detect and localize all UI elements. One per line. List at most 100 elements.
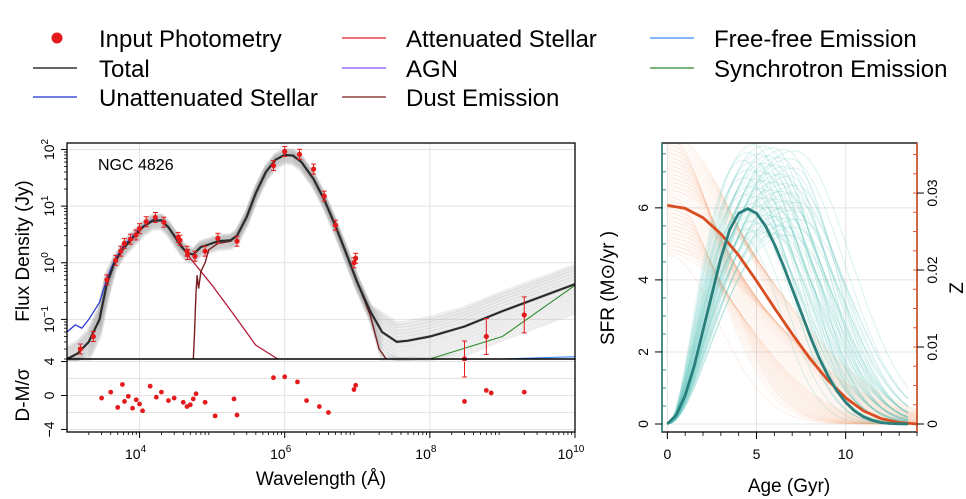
residual-point (159, 389, 164, 395)
sfr-sample-line (667, 212, 909, 425)
legend-label: Dust Emission (406, 85, 559, 112)
metallicity-sample-line (667, 182, 918, 413)
photometry-point (185, 248, 191, 260)
sfr-sample-line (667, 165, 909, 425)
photometry-point (121, 237, 127, 249)
sfr-tick-label: 0 (635, 420, 651, 428)
residual-point (271, 375, 276, 381)
synchrotron-emission-line (429, 284, 576, 360)
photometry-point (113, 254, 119, 266)
sfr-sample-line (667, 234, 909, 425)
residual-point (133, 397, 139, 403)
photometry-point (282, 146, 288, 158)
photometry-point (270, 160, 277, 172)
photometry-marker (353, 255, 359, 261)
sed-y-tick-label: 100 (40, 252, 57, 274)
metallicity-sample-line (667, 245, 918, 415)
sfr-sample-line (667, 231, 909, 425)
metallicity-sample-line (667, 229, 918, 418)
photometry-marker (177, 237, 183, 243)
sfr-sample-line (667, 208, 909, 425)
sfr-sample-line (667, 218, 909, 425)
metallicity-sample-line (667, 213, 918, 421)
sfh-best-fit-lines (666, 204, 918, 426)
photometry-marker (152, 214, 158, 221)
wavelength-tick-label: 1010 (558, 444, 585, 462)
sfr-sample-line (667, 226, 909, 425)
sfh-posterior-samples (666, 142, 918, 425)
metallicity-sample-line (667, 211, 917, 425)
metallicity-sample-line (667, 190, 918, 410)
sfr-sample-line (667, 184, 909, 425)
metallicity-sample-line (667, 184, 918, 424)
photometry-marker (133, 232, 139, 238)
photometry-point (202, 245, 208, 257)
sfr-sample-line (667, 172, 909, 425)
sfr-sample-line (667, 236, 909, 425)
sfr-sample-line (667, 214, 909, 425)
residual-point (122, 399, 127, 404)
photometry-marker (113, 257, 119, 264)
photometry-marker (521, 312, 527, 318)
residual-point (234, 412, 240, 418)
residual-point (304, 398, 309, 403)
photometry-marker (310, 166, 317, 172)
metallicity-sample-line (667, 161, 918, 418)
metallicity-sample-line (667, 202, 917, 425)
metallicity-sample-line (667, 217, 918, 420)
sed-photometry-points (77, 146, 527, 378)
legend-label: Synchrotron Emission (714, 56, 947, 83)
wavelength-tick-label: 104 (125, 444, 147, 462)
sfh-axes: 0 5 10 0 2 4 6 0 0.01 0.02 0.03 (635, 153, 940, 462)
sfr-sample-line (667, 198, 909, 425)
metallicity-sample-line (667, 149, 918, 420)
metallicity-sample-line (667, 221, 918, 420)
sfr-sample-line (667, 178, 909, 425)
sfr-sample-line (667, 209, 909, 425)
photometry-marker (296, 151, 303, 157)
legend-label: Total (99, 56, 150, 83)
wavelength-x-axis: 104 106 108 1010 (88, 432, 585, 462)
residual-point (231, 396, 237, 402)
photometry-point (353, 252, 359, 264)
sfr-sample-line (667, 223, 909, 425)
residual-point (171, 395, 177, 401)
photometry-marker (192, 253, 198, 259)
sed-y-tick-label: 101 (40, 195, 57, 217)
residual-point (153, 394, 159, 400)
sfr-sample-line (666, 159, 909, 425)
sfr-sample-line (666, 176, 909, 425)
galaxy-name-label: NGC 4826 (98, 157, 174, 174)
metallicity-sample-line (667, 143, 917, 425)
sfr-sample-line (667, 192, 909, 425)
sed-y-axis-label: Flux Density (Jy) (13, 180, 34, 321)
sfr-sample-line (667, 228, 909, 425)
legend-entry-dust-emission: Dust Emission (342, 85, 559, 112)
metallicity-sample-line (667, 237, 918, 417)
metallicity-sample-line (667, 142, 917, 425)
metallicity-sample-line (667, 219, 917, 425)
photometry-marker (118, 248, 124, 254)
residual-point (202, 399, 208, 405)
sfr-sample-line (667, 233, 909, 425)
legend-entry-total: Total (33, 56, 150, 83)
residual-y-axis-label: D-M/σ (13, 368, 34, 421)
sed-panel: 10−1 100 101 102 NGC 4826 Flux Density (Jy) (13, 138, 576, 378)
metallicity-sample-line (667, 174, 918, 415)
metallicity-sample-line (667, 241, 918, 416)
z-tick-label: 0.01 (924, 333, 940, 360)
age-tick-label: 0 (663, 446, 671, 462)
sfr-sample-line (667, 153, 909, 425)
photometry-point (161, 216, 167, 228)
photometry-marker (127, 236, 134, 242)
residual-point (125, 393, 131, 399)
sfr-sample-line (667, 167, 909, 425)
sfr-sample-line (667, 145, 909, 425)
residual-point (147, 383, 153, 389)
metallicity-sample-line (667, 252, 918, 424)
photometry-marker (202, 248, 208, 254)
metallicity-sample-line (667, 142, 917, 425)
photometry-marker (483, 333, 489, 340)
metallicity-sample-line (667, 194, 917, 425)
